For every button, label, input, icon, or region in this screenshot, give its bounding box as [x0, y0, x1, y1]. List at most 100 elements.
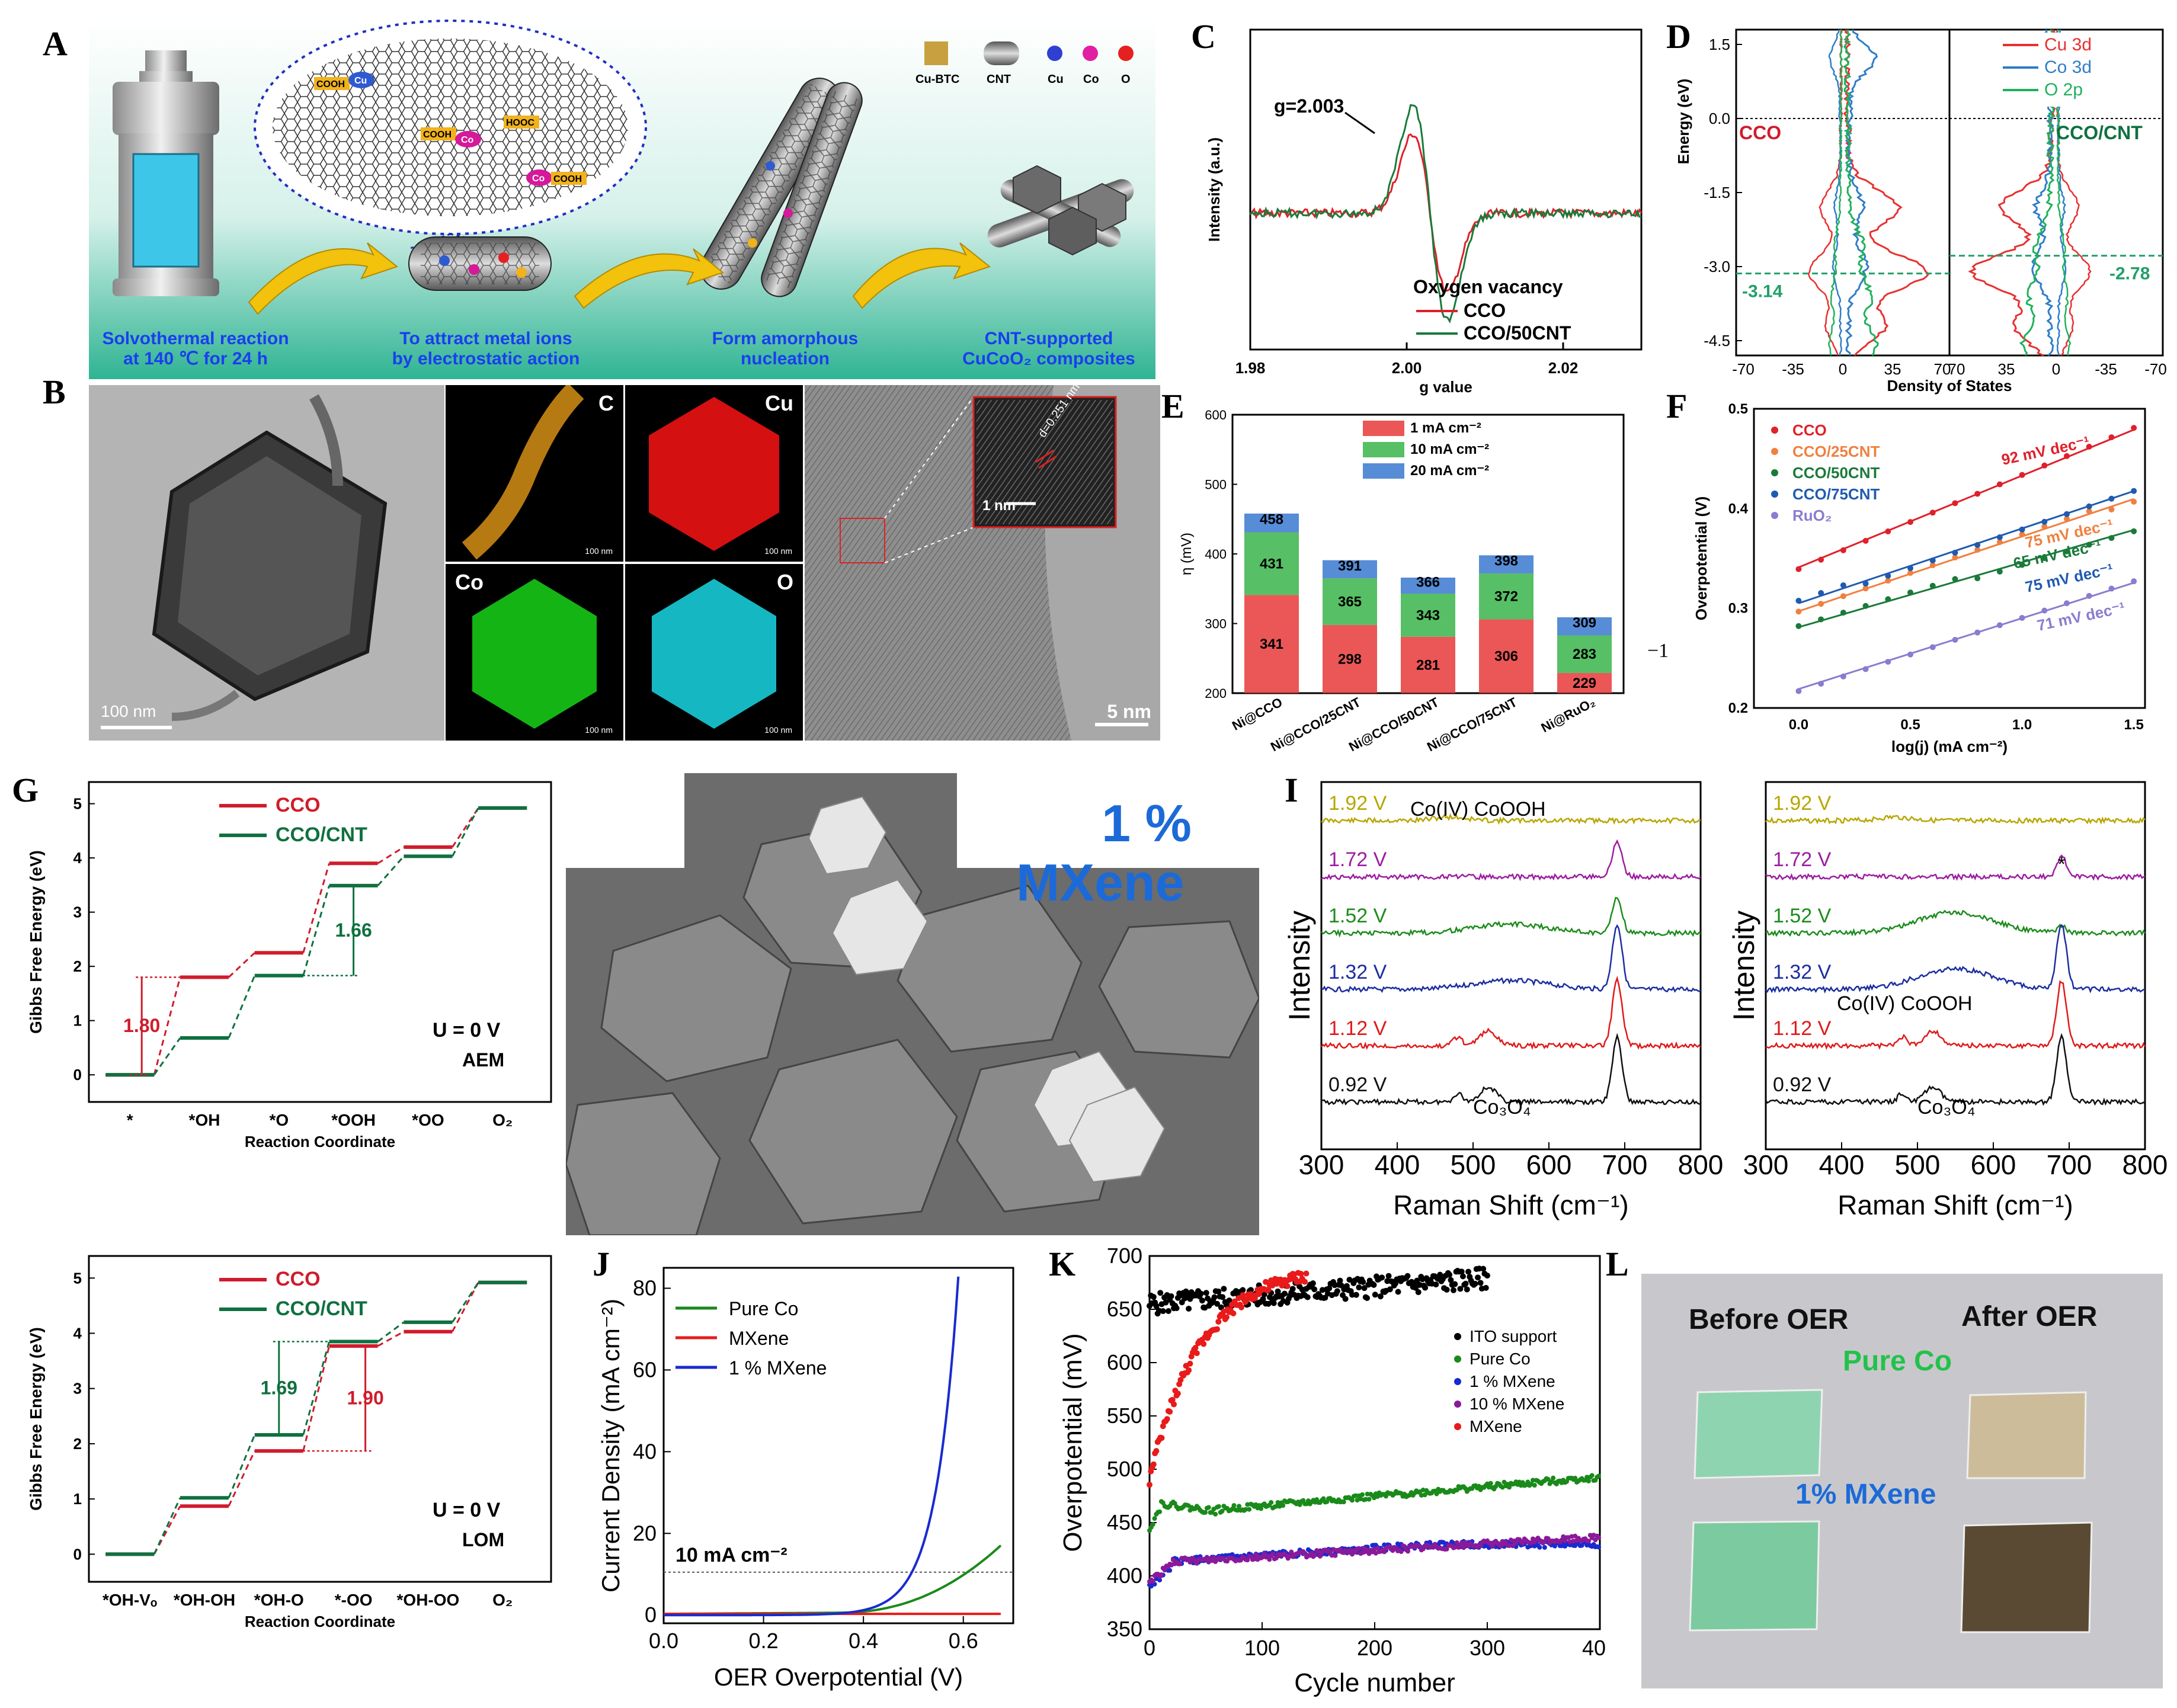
- data-point: [1573, 1475, 1578, 1481]
- map-scale: 100 nm: [764, 725, 792, 735]
- data-point: [1417, 1543, 1422, 1549]
- panel-label-k: K: [1049, 1245, 1076, 1283]
- data-point: [1361, 1285, 1368, 1292]
- legend-swatch: [1363, 421, 1404, 436]
- x-tick-label: 600: [1526, 1149, 1572, 1180]
- plot-frame: [662, 1267, 1014, 1624]
- annotation-arrow: [1344, 111, 1375, 134]
- dos-curve-Cu 3d: [1842, 29, 1930, 357]
- data-point: [1573, 1533, 1578, 1539]
- map-label: Co: [455, 570, 484, 594]
- data-point: [1398, 1549, 1404, 1555]
- data-point: [1584, 1475, 1590, 1480]
- x-tick-label: 1.0: [2012, 717, 2032, 733]
- data-point: [1150, 1294, 1157, 1300]
- data-point: [2108, 434, 2115, 441]
- legend-cu: Cu: [1048, 73, 1064, 86]
- y-tick-label: 1.5: [1709, 36, 1730, 53]
- data-point: [1530, 1478, 1535, 1483]
- data-point: [1840, 610, 1846, 616]
- y-tick-label: -1.5: [1704, 184, 1730, 201]
- plot-frame: [1320, 781, 1702, 1151]
- connector: [302, 863, 331, 953]
- data-point: [1818, 601, 1824, 607]
- data-point: [1596, 1473, 1602, 1479]
- data-point: [1462, 1280, 1469, 1287]
- data-point: [1996, 534, 2003, 540]
- legend-label: CCO/50CNT: [1792, 464, 1880, 482]
- potential-label: 1.12 V: [1328, 1017, 1387, 1040]
- slope-label: 71 mV dec⁻¹: [2035, 598, 2127, 635]
- data-point: [1507, 1543, 1512, 1548]
- data-point: [1243, 1507, 1248, 1512]
- data-point: [1929, 644, 1936, 650]
- data-point: [1350, 1498, 1355, 1503]
- connector: [452, 1282, 479, 1332]
- x-tick-label: *OO: [412, 1111, 444, 1129]
- data-point: [1150, 1522, 1155, 1527]
- data-point: [2064, 600, 2070, 607]
- data-point: [1952, 637, 1958, 643]
- panel-label-l: L: [1606, 1245, 1629, 1283]
- data-point: [2131, 578, 2137, 585]
- x-tick-label: 70: [1948, 360, 1965, 378]
- legend-label: 1 mA cm⁻²: [1410, 420, 1481, 436]
- data-point: [1974, 575, 1981, 582]
- data-point: [1160, 1308, 1166, 1315]
- condition-label: U = 0 V: [433, 1019, 501, 1042]
- group-label: Co: [461, 135, 474, 145]
- data-point: [1303, 1270, 1310, 1277]
- x-axis-label: Raman Shift (cm⁻¹): [1393, 1190, 1628, 1220]
- connector: [377, 1321, 405, 1342]
- gap-label: 1.69: [261, 1377, 297, 1398]
- x-tick-label: 300: [1299, 1149, 1344, 1180]
- x-axis-label: log(j) (mA cm⁻²): [1891, 738, 2008, 755]
- legend-marker: [1771, 469, 1778, 476]
- data-point: [1356, 1284, 1362, 1291]
- data-point: [1194, 1560, 1199, 1566]
- raman-trace: [1321, 1033, 1701, 1106]
- bar-value-label: 306: [1494, 649, 1518, 665]
- data-point: [2041, 607, 2048, 614]
- y-tick-label: 200: [1205, 686, 1227, 701]
- y-tick-label: 1: [73, 1490, 82, 1508]
- reference-label: 10 mA cm⁻²: [675, 1544, 787, 1566]
- data-point: [2041, 518, 2048, 525]
- data-point: [1483, 1284, 1489, 1291]
- group-label: COOH: [423, 130, 452, 140]
- category-label: Ni@RuO₂: [1539, 694, 1598, 735]
- group-label: Cu: [354, 76, 367, 86]
- data-point: [1211, 1294, 1218, 1300]
- dos-curve-Co 3d: [1845, 29, 1878, 356]
- star-mark: *: [2058, 853, 2066, 876]
- data-point: [1433, 1281, 1439, 1288]
- legend-label: Co 3d: [2044, 57, 2092, 77]
- x-tick-label: *OH-O: [254, 1591, 304, 1609]
- x-tick-label: 2.00: [1392, 359, 1422, 377]
- inset-scale: 1 nm: [982, 498, 1016, 514]
- data-point: [1311, 1286, 1318, 1293]
- data-point: [1840, 582, 1846, 588]
- data-point: [1395, 1289, 1401, 1295]
- panel-label-a: A: [43, 24, 68, 63]
- x-tick-label: *OH-OO: [397, 1591, 460, 1609]
- legend-label: CCO: [276, 794, 321, 816]
- y-tick-label: 5: [73, 795, 82, 813]
- fit-line: [1798, 582, 2134, 690]
- x-tick-label: 500: [1895, 1149, 1941, 1180]
- data-point: [1404, 1273, 1411, 1279]
- data-point: [1795, 566, 1802, 572]
- legend-label: CCO: [1792, 421, 1827, 439]
- data-point: [1198, 1290, 1204, 1297]
- data-point: [1162, 1567, 1167, 1572]
- panel-label-c: C: [1191, 17, 1216, 56]
- data-point: [1193, 1350, 1200, 1357]
- data-point: [1818, 556, 1824, 563]
- data-point: [1372, 1292, 1378, 1298]
- x-tick-label: 500: [1451, 1149, 1496, 1180]
- potential-label: 1.32 V: [1328, 961, 1387, 983]
- legend-cnt: CNT: [987, 73, 1011, 86]
- y-tick-label: 0: [73, 1066, 82, 1084]
- legend-label: CCO/25CNT: [1792, 443, 1880, 460]
- map-label: C: [598, 391, 614, 415]
